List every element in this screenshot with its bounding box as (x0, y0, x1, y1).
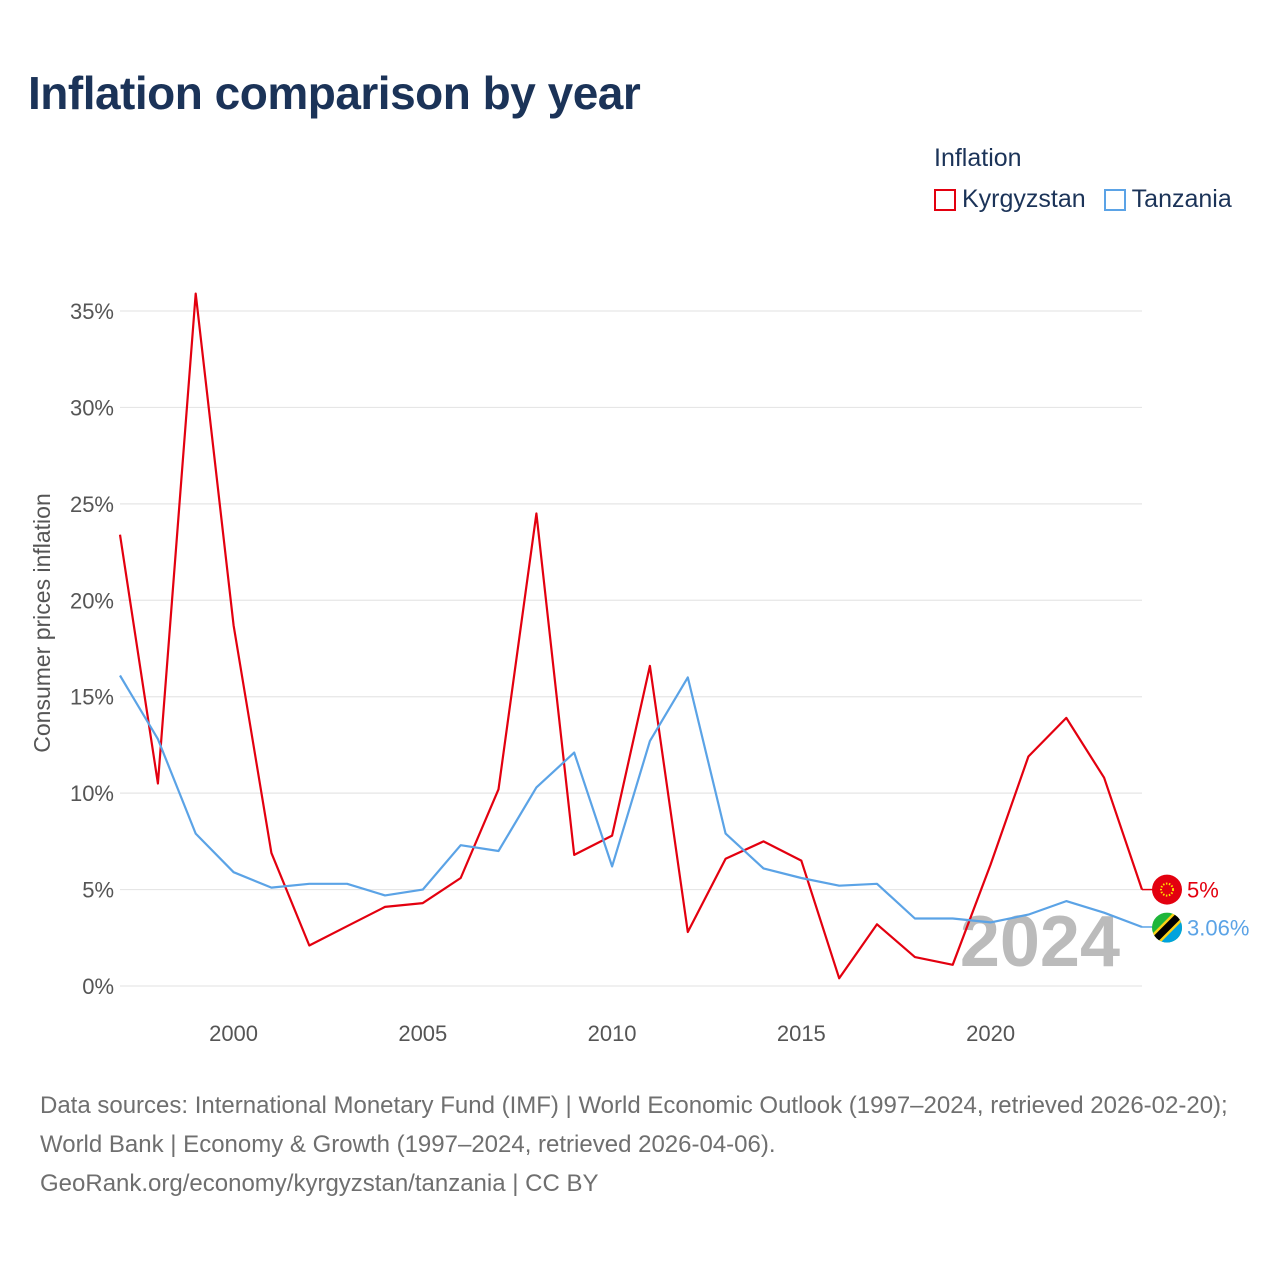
legend-label-kyrgyzstan: Kyrgyzstan (962, 185, 1086, 213)
kyrgyzstan-flag-sun (1160, 882, 1174, 897)
x-tick-label: 2000 (209, 1021, 258, 1046)
y-tick-label: 30% (70, 395, 114, 420)
end-markers: 5% 3.06% (1152, 874, 1249, 943)
x-tick-label: 2015 (777, 1021, 826, 1046)
kyrgyzstan-flag-disc (1152, 874, 1182, 905)
x-tick-label: 2020 (966, 1021, 1015, 1046)
end-label-kyrgyzstan: 5% (1187, 878, 1219, 903)
x-tick-label: 2005 (398, 1021, 447, 1046)
kyrgyzstan-flag-icon (1152, 874, 1182, 905)
series-line-tanzania (119, 674, 1143, 929)
y-tick-label: 15% (70, 685, 114, 710)
legend: Inflation Kyrgyzstan Tanzania (934, 144, 1232, 214)
data-series (118, 292, 1154, 980)
y-tick-label: 5% (82, 878, 114, 903)
legend-item-kyrgyzstan[interactable]: Kyrgyzstan (934, 185, 1086, 214)
grid-lines (120, 310, 1142, 987)
y-tick-label: 35% (70, 299, 114, 324)
y-axis-ticks: 0% 5% 10% 15% 20% 25% 30% 35% (70, 299, 114, 999)
source-note: Data sources: International Monetary Fun… (40, 1086, 1250, 1203)
legend-swatch-kyrgyzstan (934, 188, 956, 211)
tanzania-flag-disc (1152, 912, 1182, 943)
chart-title: Inflation comparison by year (28, 67, 641, 119)
legend-title: Inflation (934, 144, 1022, 172)
y-tick-label: 10% (70, 781, 114, 806)
source-link[interactable]: GeoRank.org/economy/kyrgyzstan/tanzania … (40, 1170, 599, 1197)
y-tick-label: 20% (70, 588, 114, 613)
x-axis-ticks: 2000 2005 2010 2015 2020 (209, 1021, 1015, 1046)
end-label-tanzania: 3.06% (1187, 916, 1249, 941)
legend-label-tanzania: Tanzania (1131, 185, 1232, 213)
year-watermark: 2024 (960, 902, 1120, 982)
source-text: Data sources: International Monetary Fun… (40, 1092, 1228, 1158)
legend-item-tanzania[interactable]: Tanzania (1103, 185, 1232, 214)
x-tick-label: 2010 (588, 1021, 637, 1046)
series-line-kyrgyzstan (118, 292, 1144, 980)
y-tick-label: 0% (82, 974, 114, 999)
y-axis-title: Consumer prices inflation (29, 493, 55, 753)
tanzania-flag-icon (1152, 912, 1182, 943)
legend-items: Kyrgyzstan Tanzania (934, 185, 1232, 214)
y-tick-label: 25% (70, 492, 114, 517)
legend-swatch-tanzania (1103, 188, 1126, 211)
